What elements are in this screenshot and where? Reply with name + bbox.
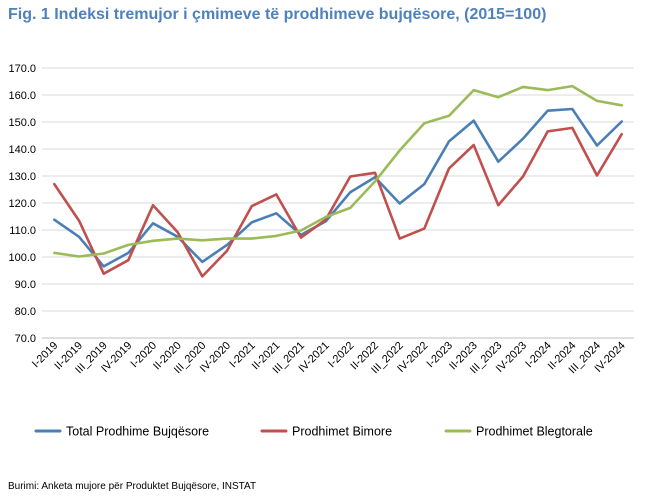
y-tick-label: 100.0 — [8, 252, 36, 264]
y-tick-label: 170.0 — [8, 63, 36, 75]
legend: Total Prodhime Bujqësore Prodhimet Bimore… — [34, 425, 593, 439]
y-tick-label: 90.0 — [15, 279, 36, 291]
chart-title: Fig. 1 Indeksi tremujor i çmimeve të pro… — [8, 6, 547, 23]
legend-label-2: Prodhimet Blegtorale — [476, 425, 593, 439]
legend-label-0: Total Prodhime Bujqësore — [66, 425, 209, 439]
series-line-0 — [52, 107, 624, 268]
y-tick-label: 140.0 — [8, 144, 36, 156]
y-tick-label: 150.0 — [8, 117, 36, 129]
x-axis: I-2019II-2019III_2019IV-2019I-2020II-202… — [30, 337, 634, 376]
series-line-2 — [52, 84, 624, 258]
series-line-1 — [52, 126, 624, 278]
legend-label-1: Prodhimet Bimore — [292, 425, 392, 439]
y-tick-label: 80.0 — [15, 306, 36, 318]
y-tick-label: 130.0 — [8, 171, 36, 183]
y-axis: 70.0 80.0 90.0 100.0 110.0 120.0 130.0 140.0 150… — [8, 63, 36, 345]
gridlines — [42, 67, 634, 339]
y-tick-label: 70.0 — [15, 333, 36, 345]
y-tick-label: 120.0 — [8, 198, 36, 210]
y-tick-label: 110.0 — [9, 225, 36, 237]
source-note: Burimi: Anketa mujore për Produktet Bujq… — [8, 481, 257, 492]
series-lines — [52, 84, 624, 278]
y-tick-label: 160.0 — [8, 90, 36, 102]
